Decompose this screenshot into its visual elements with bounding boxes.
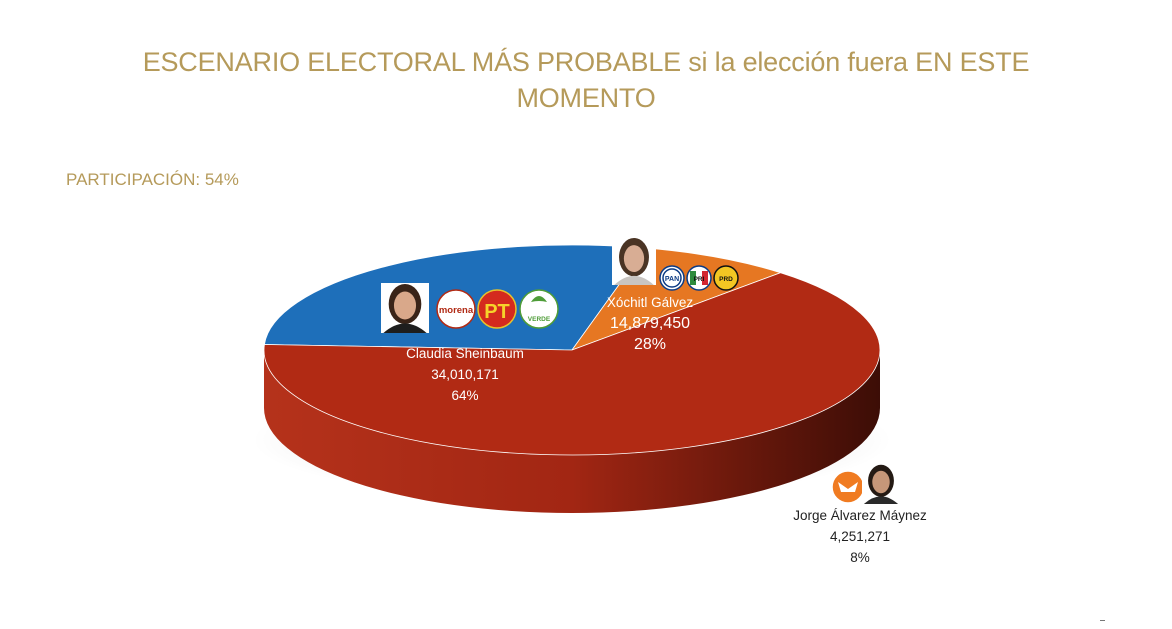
pri-logo-text: PRI	[694, 276, 705, 283]
morena-logo-text: morena	[439, 305, 474, 316]
label-xochitl-galvez: Xóchitl Gálvez 14,879,450 28%	[575, 292, 725, 355]
prd-logo-text: PRD	[719, 276, 733, 283]
movimiento-ciudadano-logo	[831, 470, 865, 504]
candidate-percent: 64%	[451, 388, 479, 403]
pt-logo	[477, 289, 517, 329]
pri-green	[690, 271, 696, 285]
label-jorge-alvarez-maynez: Jorge Álvarez Máynez 4,251,271 8%	[775, 505, 945, 568]
participation-label: PARTICIPACIÓN: 54%	[66, 170, 239, 189]
verde-logo	[519, 289, 559, 329]
candidate-name: Claudia Sheinbaum	[406, 346, 524, 361]
candidate-percent: 28%	[633, 336, 667, 353]
candidate-votes: 34,010,171	[431, 367, 499, 382]
pt-logo-text: PT	[484, 301, 510, 323]
pan-ring	[662, 268, 682, 288]
pan-logo-text: PAN	[665, 276, 679, 283]
verde-leaf-icon	[531, 296, 547, 302]
candidate-votes: 4,251,271	[829, 529, 891, 544]
candidate-percent: 8%	[850, 550, 870, 565]
corner-mark	[1100, 620, 1105, 621]
eagle-icon	[838, 482, 858, 492]
slice-claudia-sheinbaum-side	[264, 350, 880, 513]
jorge-alvarez-maynez-avatar	[862, 464, 900, 504]
xochitl-galvez-avatar	[612, 237, 656, 285]
verde-logo-text: VERDE	[528, 316, 551, 323]
candidate-votes: 14,879,450	[609, 315, 691, 332]
chart-title: ESCENARIO ELECTORAL MÁS PROBABLE si la e…	[142, 47, 1030, 113]
prd-logo	[713, 265, 739, 291]
claudia-sheinbaum-avatar	[381, 283, 429, 333]
morena-logo	[436, 289, 476, 329]
label-claudia-sheinbaum: Claudia Sheinbaum 34,010,171 64%	[375, 343, 555, 406]
slice-claudia-sheinbaum	[263, 272, 881, 456]
pri-red	[702, 271, 708, 285]
candidate-name: Xóchitl Gálvez	[606, 295, 694, 310]
candidate-name: Jorge Álvarez Máynez	[793, 508, 927, 523]
